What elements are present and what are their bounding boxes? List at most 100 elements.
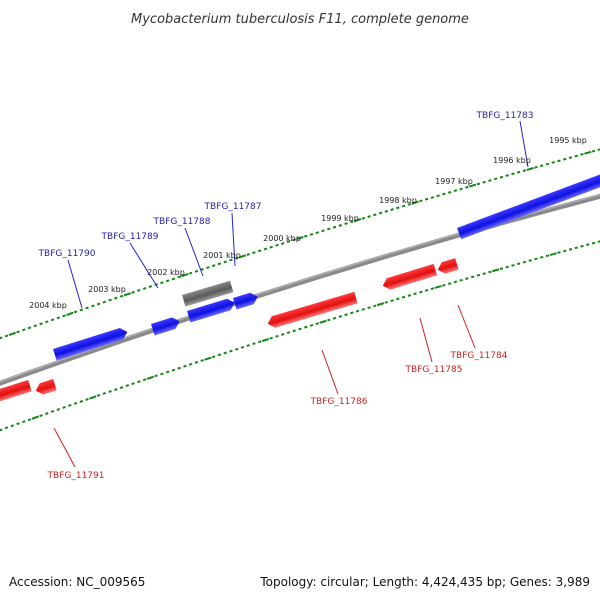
minor-tick — [367, 306, 371, 310]
kbp-label-1998: 1998 kbp — [379, 196, 417, 205]
gene-forward-5[interactable] — [457, 173, 600, 240]
minor-tick — [476, 273, 481, 277]
minor-tick — [183, 364, 187, 368]
minor-tick — [281, 242, 285, 245]
minor-tick — [275, 243, 279, 247]
minor-tick — [27, 326, 32, 330]
minor-tick — [114, 388, 118, 391]
minor-tick — [315, 322, 319, 325]
minor-tick — [171, 368, 176, 372]
minor-tick — [430, 287, 435, 291]
minor-tick — [597, 148, 600, 151]
minor-tick — [188, 362, 193, 366]
minor-tick — [62, 314, 66, 318]
minor-tick — [137, 288, 141, 292]
minor-tick — [137, 380, 141, 384]
gene-reverse-2[interactable] — [34, 378, 57, 396]
minor-tick — [321, 229, 325, 233]
minor-tick — [493, 177, 498, 181]
kbp-label-2004: 2004 kbp — [29, 301, 67, 310]
kbp-label-1999: 1999 kbp — [321, 214, 359, 223]
gene-label-forward-5[interactable]: TBFG_11790 — [38, 249, 96, 259]
minor-tick — [407, 294, 412, 297]
minor-tick — [217, 353, 222, 357]
minor-tick — [4, 334, 9, 338]
minor-tick — [269, 336, 273, 340]
minor-tick — [298, 327, 302, 331]
major-tick — [89, 395, 97, 400]
gene-reverse-1[interactable] — [0, 379, 32, 404]
gene-reverse-4[interactable] — [381, 263, 438, 292]
major-tick — [296, 235, 304, 241]
gene-reverse-5[interactable] — [436, 258, 459, 275]
minor-tick — [447, 282, 452, 285]
gene-other-1[interactable] — [182, 280, 234, 307]
minor-tick — [85, 306, 89, 310]
minor-tick — [563, 157, 567, 161]
minor-tick — [234, 256, 239, 260]
minor-tick — [165, 370, 170, 374]
minor-tick — [0, 428, 3, 432]
gene-label-reverse-1[interactable]: TBFG_11784 — [450, 351, 508, 361]
gene-label-forward-3[interactable]: TBFG_11788 — [153, 217, 211, 227]
minor-tick — [407, 202, 412, 206]
minor-tick — [171, 277, 176, 281]
minor-tick — [390, 299, 394, 303]
minor-tick — [315, 231, 319, 234]
minor-tick — [574, 154, 578, 158]
minor-tick — [79, 399, 84, 403]
minor-tick — [160, 281, 164, 285]
minor-tick — [355, 309, 360, 313]
minor-tick — [442, 192, 446, 196]
minor-tick — [114, 296, 118, 300]
minor-tick — [419, 199, 423, 203]
minor-tick — [327, 227, 331, 231]
minor-tick — [292, 238, 296, 242]
gene-forward-1[interactable] — [53, 326, 129, 361]
minor-tick — [22, 420, 26, 424]
gene-label-forward-2[interactable]: TBFG_11787 — [204, 202, 262, 212]
minor-tick — [528, 259, 532, 262]
minor-tick — [522, 260, 527, 264]
kbp-label-2002: 2002 kbp — [147, 268, 185, 277]
minor-tick — [378, 211, 383, 215]
major-tick — [261, 337, 270, 342]
minor-tick — [131, 290, 135, 294]
gene-label-forward-1[interactable]: TBFG_11783 — [476, 111, 534, 121]
minor-tick — [229, 258, 233, 262]
gene-forward-2[interactable] — [151, 316, 181, 336]
minor-tick — [580, 244, 584, 248]
gene-forward-3[interactable] — [187, 297, 236, 323]
major-tick — [204, 356, 212, 361]
minor-tick — [338, 224, 343, 227]
minor-tick — [465, 185, 469, 189]
minor-tick — [73, 401, 78, 405]
major-tick — [526, 167, 534, 171]
gene-reverse-3[interactable] — [266, 291, 358, 330]
minor-tick — [488, 270, 492, 274]
kbp-label-2000: 2000 kbp — [263, 234, 301, 243]
minor-tick — [246, 344, 250, 347]
minor-tick — [62, 406, 66, 409]
minor-tick — [459, 278, 463, 282]
gene-label-reverse-4[interactable]: TBFG_11791 — [47, 471, 105, 481]
major-tick — [469, 183, 477, 188]
minor-tick — [148, 285, 153, 288]
minor-tick — [568, 248, 573, 251]
major-tick — [492, 268, 500, 273]
minor-tick — [413, 292, 417, 296]
minor-tick — [373, 213, 377, 217]
minor-tick — [263, 247, 268, 251]
minor-tick — [511, 264, 515, 267]
gene-label-reverse-2[interactable]: TBFG_11785 — [405, 365, 463, 375]
minor-tick — [344, 222, 348, 226]
gene-forward-4[interactable] — [233, 291, 259, 310]
major-tick — [66, 311, 74, 316]
gene-label-forward-4[interactable]: TBFG_11789 — [101, 232, 159, 242]
map-title: Mycobacterium tuberculosis F11, complete… — [131, 12, 469, 27]
minor-tick — [16, 330, 20, 334]
gene-label-reverse-3[interactable]: TBFG_11786 — [310, 397, 368, 407]
minor-tick — [56, 408, 61, 411]
minor-tick — [234, 347, 239, 351]
